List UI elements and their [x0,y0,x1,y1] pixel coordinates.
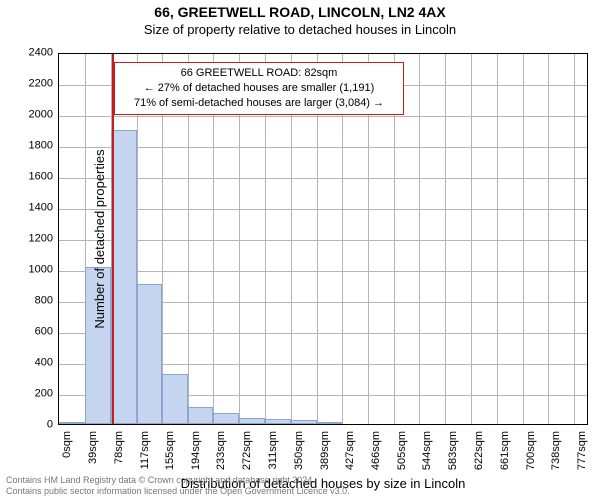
x-tick-label: 233sqm [216,431,227,470]
y-tick-label: 800 [3,296,53,307]
x-tick-label: 583sqm [448,431,459,470]
gridline-v [497,54,498,424]
gridline-h [59,147,587,148]
histogram-bar [265,419,291,424]
x-tick-label: 155sqm [165,431,176,470]
x-tick-label: 117sqm [140,431,151,469]
y-tick-label: 1000 [3,265,53,276]
y-tick-label: 2200 [3,79,53,90]
annotation-line: 66 GREETWELL ROAD: 82sqm [123,66,395,81]
histogram-bar [213,413,239,424]
gridline-h [59,178,587,179]
x-tick-label: 505sqm [397,431,408,470]
gridline-v [471,54,472,424]
gridline-v [445,54,446,424]
histogram-bar [291,420,317,424]
histogram-bar [59,422,85,424]
histogram-bar [317,422,342,424]
annotation-line: 71% of semi-detached houses are larger (… [123,96,395,111]
footer-line-1: Contains HM Land Registry data © Crown c… [6,475,350,486]
histogram-bar [188,407,214,424]
annotation-box: 66 GREETWELL ROAD: 82sqm← 27% of detache… [114,62,404,115]
gridline-v [574,54,575,424]
y-axis-label: Number of detached properties [92,149,107,328]
y-tick-label: 2400 [3,48,53,59]
y-tick-label: 600 [3,327,53,338]
x-tick-label: 350sqm [294,431,305,470]
y-tick-label: 400 [3,358,53,369]
plot-area: 66 GREETWELL ROAD: 82sqm← 27% of detache… [58,53,588,425]
gridline-h [59,271,587,272]
x-tick-label: 0sqm [62,431,73,458]
y-tick-label: 1800 [3,141,53,152]
x-tick-label: 777sqm [577,431,588,470]
x-tick-label: 194sqm [191,431,202,470]
x-tick-label: 311sqm [268,431,279,469]
x-tick-label: 39sqm [88,431,99,464]
y-tick-label: 1600 [3,172,53,183]
x-tick-label: 78sqm [114,431,125,464]
gridline-v [523,54,524,424]
plot-wrapper: 66 GREETWELL ROAD: 82sqm← 27% of detache… [58,53,588,425]
title-main: 66, GREETWELL ROAD, LINCOLN, LN2 4AX [0,4,600,22]
chart-title: 66, GREETWELL ROAD, LINCOLN, LN2 4AX Siz… [0,0,600,38]
y-tick-label: 2000 [3,110,53,121]
y-tick-label: 200 [3,389,53,400]
annotation-line: ← 27% of detached houses are smaller (1,… [123,81,395,96]
footer-attribution: Contains HM Land Registry data © Crown c… [6,475,350,498]
x-tick-label: 389sqm [320,431,331,470]
x-tick-label: 272sqm [242,431,253,470]
title-sub: Size of property relative to detached ho… [0,22,600,38]
gridline-v [419,54,420,424]
x-tick-label: 427sqm [345,431,356,470]
histogram-bar [239,418,265,424]
histogram-bar [111,130,137,425]
y-tick-label: 1200 [3,234,53,245]
y-tick-label: 1400 [3,203,53,214]
x-tick-label: 700sqm [526,431,537,470]
x-tick-label: 466sqm [371,431,382,470]
histogram-bar [162,374,188,424]
gridline-v [548,54,549,424]
histogram-bar [137,284,162,424]
gridline-h [59,209,587,210]
x-tick-label: 738sqm [551,431,562,470]
gridline-h [59,116,587,117]
x-tick-label: 622sqm [474,431,485,470]
y-tick-label: 0 [3,420,53,431]
x-tick-label: 544sqm [422,431,433,470]
footer-line-2: Contains public sector information licen… [6,486,350,497]
x-tick-label: 661sqm [500,431,511,470]
gridline-h [59,240,587,241]
